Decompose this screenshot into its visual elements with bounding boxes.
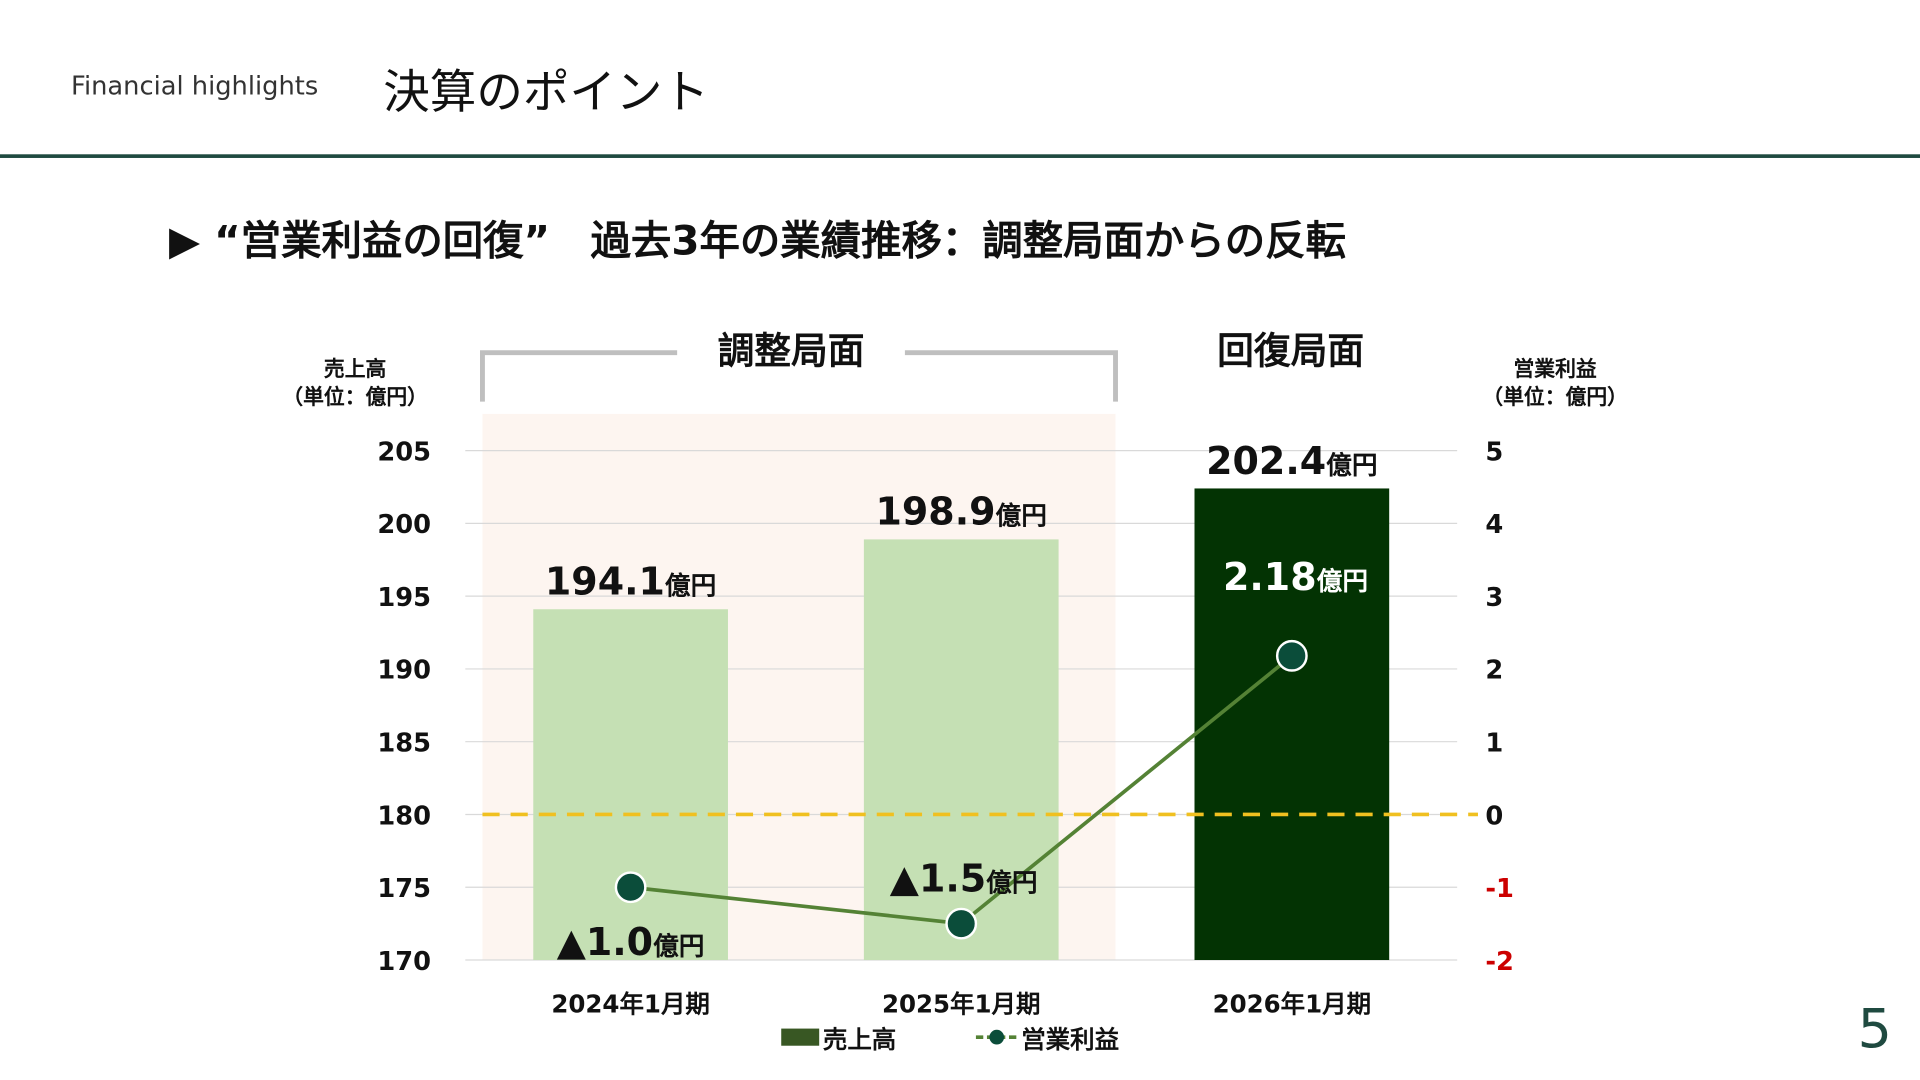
header-divider bbox=[0, 154, 1920, 158]
left-tick-label: 195 bbox=[377, 583, 431, 613]
header-title: 決算のポイント bbox=[383, 64, 710, 119]
headline: ▶ “営業利益の回復” 過去3年の業績推移：調整局面からの反転 bbox=[168, 216, 1346, 265]
line-data-label: 2.18億円 bbox=[1223, 555, 1368, 599]
right-tick-label: 5 bbox=[1485, 437, 1503, 467]
right-tick-label: 0 bbox=[1485, 801, 1503, 831]
left-tick-label: 175 bbox=[377, 874, 431, 904]
left-axis-title: 売上高 （単位：億円） bbox=[269, 356, 440, 412]
legend-label-profit: 営業利益 bbox=[1021, 1025, 1119, 1054]
left-tick-label: 205 bbox=[377, 437, 431, 467]
right-axis-title: 営業利益 （単位：億円） bbox=[1469, 356, 1640, 412]
left-tick-label: 180 bbox=[377, 801, 431, 831]
phase-label-adjust: 調整局面 bbox=[718, 330, 865, 373]
right-tick-label: -1 bbox=[1485, 874, 1514, 904]
bar-sales bbox=[1194, 488, 1390, 961]
category-label: 2024年1月期 bbox=[551, 990, 710, 1019]
right-tick-label: 1 bbox=[1485, 728, 1503, 758]
left-axis-title-line2: （単位：億円） bbox=[282, 385, 428, 411]
left-axis-title-line1: 売上高 bbox=[323, 357, 387, 383]
operating-profit-marker bbox=[1275, 639, 1308, 672]
bar-sales bbox=[863, 539, 1059, 961]
legend-marker-swatch bbox=[989, 1029, 1005, 1045]
legend-bar-swatch bbox=[781, 1028, 820, 1046]
adjust-phase-bracket bbox=[480, 350, 1118, 402]
line-data-label: ▲1.5億円 bbox=[890, 856, 1038, 900]
left-tick-label: 170 bbox=[377, 947, 431, 977]
legend-label-sales: 売上高 bbox=[823, 1025, 896, 1054]
phase-label-recovery: 回復局面 bbox=[1217, 330, 1364, 373]
bar-data-label: 194.1億円 bbox=[545, 560, 716, 604]
right-tick-label: 4 bbox=[1485, 510, 1503, 540]
right-axis-title-line1: 営業利益 bbox=[1513, 357, 1597, 383]
right-tick-label: 3 bbox=[1485, 583, 1503, 613]
page-number: 5 bbox=[1857, 997, 1892, 1061]
right-tick-label: -2 bbox=[1485, 947, 1514, 977]
right-axis-title-line2: （単位：億円） bbox=[1482, 385, 1628, 411]
left-tick-label: 185 bbox=[377, 728, 431, 758]
line-data-label: ▲1.0億円 bbox=[557, 920, 705, 964]
right-tick-label: 2 bbox=[1485, 656, 1503, 686]
operating-profit-marker bbox=[945, 907, 978, 940]
left-tick-label: 190 bbox=[377, 656, 431, 686]
category-label: 2025年1月期 bbox=[882, 990, 1041, 1019]
bar-data-label: 202.4億円 bbox=[1206, 439, 1377, 483]
bar-data-label: 198.9億円 bbox=[876, 490, 1047, 534]
bar-sales bbox=[533, 609, 728, 961]
left-tick-label: 200 bbox=[377, 510, 431, 540]
category-label: 2026年1月期 bbox=[1213, 990, 1372, 1019]
operating-profit-marker bbox=[614, 871, 647, 904]
header-subtitle: Financial highlights bbox=[71, 71, 319, 101]
